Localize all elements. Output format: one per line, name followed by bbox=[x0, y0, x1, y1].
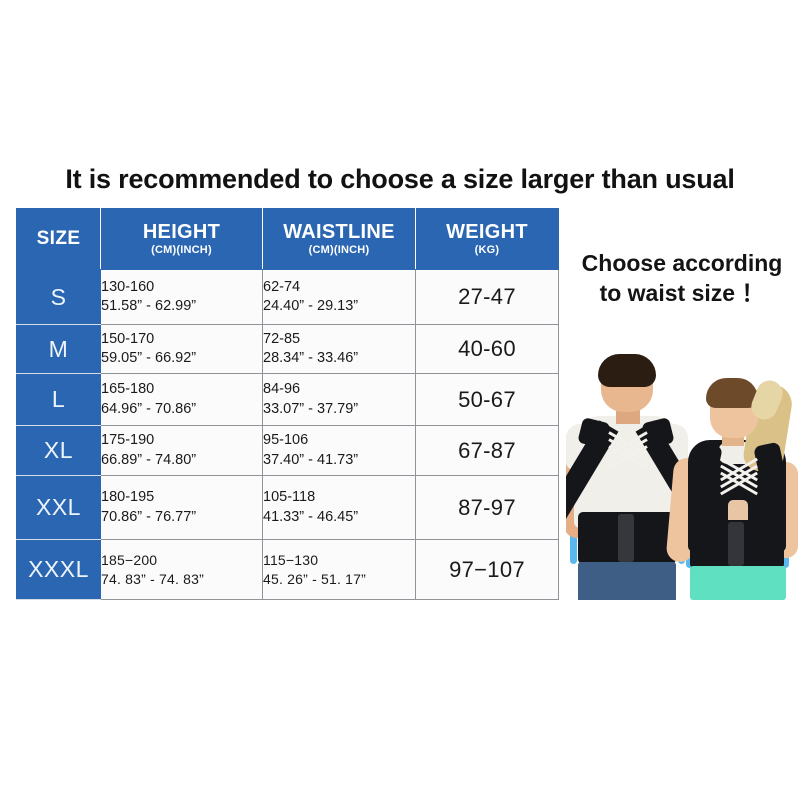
model-woman bbox=[665, 370, 800, 600]
column-header-size-label: SIZE bbox=[36, 228, 81, 250]
brace-lumbar-seam bbox=[728, 522, 744, 566]
table-row: M 150-170 59.05” - 66.92” 72-85 28.34” -… bbox=[16, 324, 559, 374]
cell-weight: 87-97 bbox=[415, 475, 559, 540]
cell-waistline-cm: 105-118 bbox=[263, 489, 316, 506]
cell-waistline-inch: 33.07” - 37.79” bbox=[263, 400, 359, 417]
cell-waistline-cm: 62-74 bbox=[263, 278, 301, 295]
cell-waistline-inch: 37.40” - 41.73” bbox=[263, 451, 359, 468]
cell-height-inch: 59.05” - 66.92” bbox=[101, 350, 197, 366]
column-header-waistline: WAISTLINE (CM)(INCH) bbox=[262, 208, 416, 270]
table-row: L 165-180 64.96” - 70.86” 84-96 33.07” -… bbox=[16, 373, 559, 426]
woman-hair bbox=[706, 378, 758, 408]
brace-lacing bbox=[606, 431, 650, 476]
cell-height-inch: 51.58” - 62.99” bbox=[101, 298, 197, 314]
column-header-height-label: HEIGHT bbox=[142, 220, 221, 243]
table-header-row: SIZE HEIGHT (CM)(INCH) WAISTLINE (CM)(IN… bbox=[16, 208, 559, 270]
cell-size: S bbox=[16, 269, 101, 325]
cell-waistline: 72-85 28.34” - 33.46” bbox=[262, 324, 416, 374]
woman-pants bbox=[690, 566, 786, 600]
cell-waistline: 115−130 45. 26” - 51. 17” bbox=[262, 539, 416, 600]
cell-size: M bbox=[16, 324, 101, 374]
cell-waistline-inch: 45. 26” - 51. 17” bbox=[263, 570, 367, 587]
cell-height: 175-190 66.89” - 74.80” bbox=[100, 425, 263, 476]
cell-size: XXL bbox=[16, 475, 101, 540]
waist-size-note: Choose according to waist size ！ bbox=[566, 248, 798, 309]
cell-waistline-inch: 28.34” - 33.46” bbox=[263, 350, 359, 366]
brace-back-opening bbox=[728, 500, 748, 526]
cell-waistline: 62-74 24.40” - 29.13” bbox=[262, 269, 416, 325]
table-row: XXL 180-195 70.86” - 76.77” 105-118 41.3… bbox=[16, 475, 559, 540]
column-header-waistline-units: (CM)(INCH) bbox=[308, 243, 370, 256]
model-man bbox=[566, 354, 708, 600]
man-hair bbox=[598, 354, 656, 387]
cell-weight: 97−107 bbox=[415, 539, 559, 600]
cell-height-cm: 175-190 bbox=[101, 432, 155, 449]
page-title: It is recommended to choose a size large… bbox=[65, 164, 735, 194]
cell-height-inch: 74. 83” - 74. 83” bbox=[101, 570, 205, 587]
brace-lumbar-seam bbox=[618, 514, 634, 562]
man-pants bbox=[578, 562, 676, 600]
table-row: S 130-160 51.58” - 62.99” 62-74 24.40” -… bbox=[16, 269, 559, 325]
cell-height: 180-195 70.86” - 76.77” bbox=[100, 475, 263, 540]
cell-waistline-cm: 95-106 bbox=[263, 432, 309, 449]
cell-weight: 50-67 bbox=[415, 373, 559, 426]
column-header-waistline-label: WAISTLINE bbox=[283, 220, 395, 243]
cell-height-inch: 70.86” - 76.77” bbox=[101, 508, 197, 525]
cell-height-cm: 180-195 bbox=[101, 489, 155, 506]
cell-weight: 27-47 bbox=[415, 269, 559, 325]
cell-height-cm: 130-160 bbox=[101, 278, 155, 295]
cell-weight: 40-60 bbox=[415, 324, 559, 374]
cell-height: 165-180 64.96” - 70.86” bbox=[100, 373, 263, 426]
column-header-size: SIZE bbox=[16, 208, 101, 270]
column-header-height: HEIGHT (CM)(INCH) bbox=[100, 208, 263, 270]
cell-height-cm: 165-180 bbox=[101, 381, 155, 398]
cell-waistline: 84-96 33.07” - 37.79” bbox=[262, 373, 416, 426]
cell-waistline-cm: 72-85 bbox=[263, 330, 301, 347]
table-row: XL 175-190 66.89” - 74.80” 95-106 37.40”… bbox=[16, 425, 559, 476]
cell-waistline-inch: 41.33” - 46.45” bbox=[263, 508, 359, 525]
brace-lacing bbox=[718, 457, 760, 500]
table-row: XXXL 185−200 74. 83” - 74. 83” 115−130 4… bbox=[16, 539, 559, 600]
cell-height: 185−200 74. 83” - 74. 83” bbox=[100, 539, 263, 600]
product-photo bbox=[566, 352, 800, 600]
cell-waistline: 95-106 37.40” - 41.73” bbox=[262, 425, 416, 476]
size-chart-table: SIZE HEIGHT (CM)(INCH) WAISTLINE (CM)(IN… bbox=[16, 208, 559, 600]
column-header-weight-units: (KG) bbox=[474, 243, 500, 256]
cell-size: XL bbox=[16, 425, 101, 476]
cell-waistline: 105-118 41.33” - 46.45” bbox=[262, 475, 416, 540]
cell-height-inch: 64.96” - 70.86” bbox=[101, 400, 197, 417]
column-header-weight-label: WEIGHT bbox=[446, 220, 528, 243]
cell-height: 150-170 59.05” - 66.92” bbox=[100, 324, 263, 374]
column-header-height-units: (CM)(INCH) bbox=[151, 243, 212, 256]
cell-waistline-cm: 115−130 bbox=[263, 552, 319, 569]
cell-size: L bbox=[16, 373, 101, 426]
cell-height-cm: 150-170 bbox=[101, 330, 155, 347]
cell-size: XXXL bbox=[16, 539, 101, 600]
cell-waistline-inch: 24.40” - 29.13” bbox=[263, 298, 359, 314]
cell-height: 130-160 51.58” - 62.99” bbox=[100, 269, 263, 325]
cell-height-inch: 66.89” - 74.80” bbox=[101, 451, 197, 468]
cell-weight: 67-87 bbox=[415, 425, 559, 476]
cell-waistline-cm: 84-96 bbox=[263, 381, 301, 398]
waist-size-note-line-2: to waist size ！ bbox=[599, 280, 765, 307]
cell-height-cm: 185−200 bbox=[101, 552, 158, 569]
column-header-weight: WEIGHT (KG) bbox=[415, 208, 559, 270]
waist-size-note-line-1: Choose according bbox=[581, 250, 783, 276]
